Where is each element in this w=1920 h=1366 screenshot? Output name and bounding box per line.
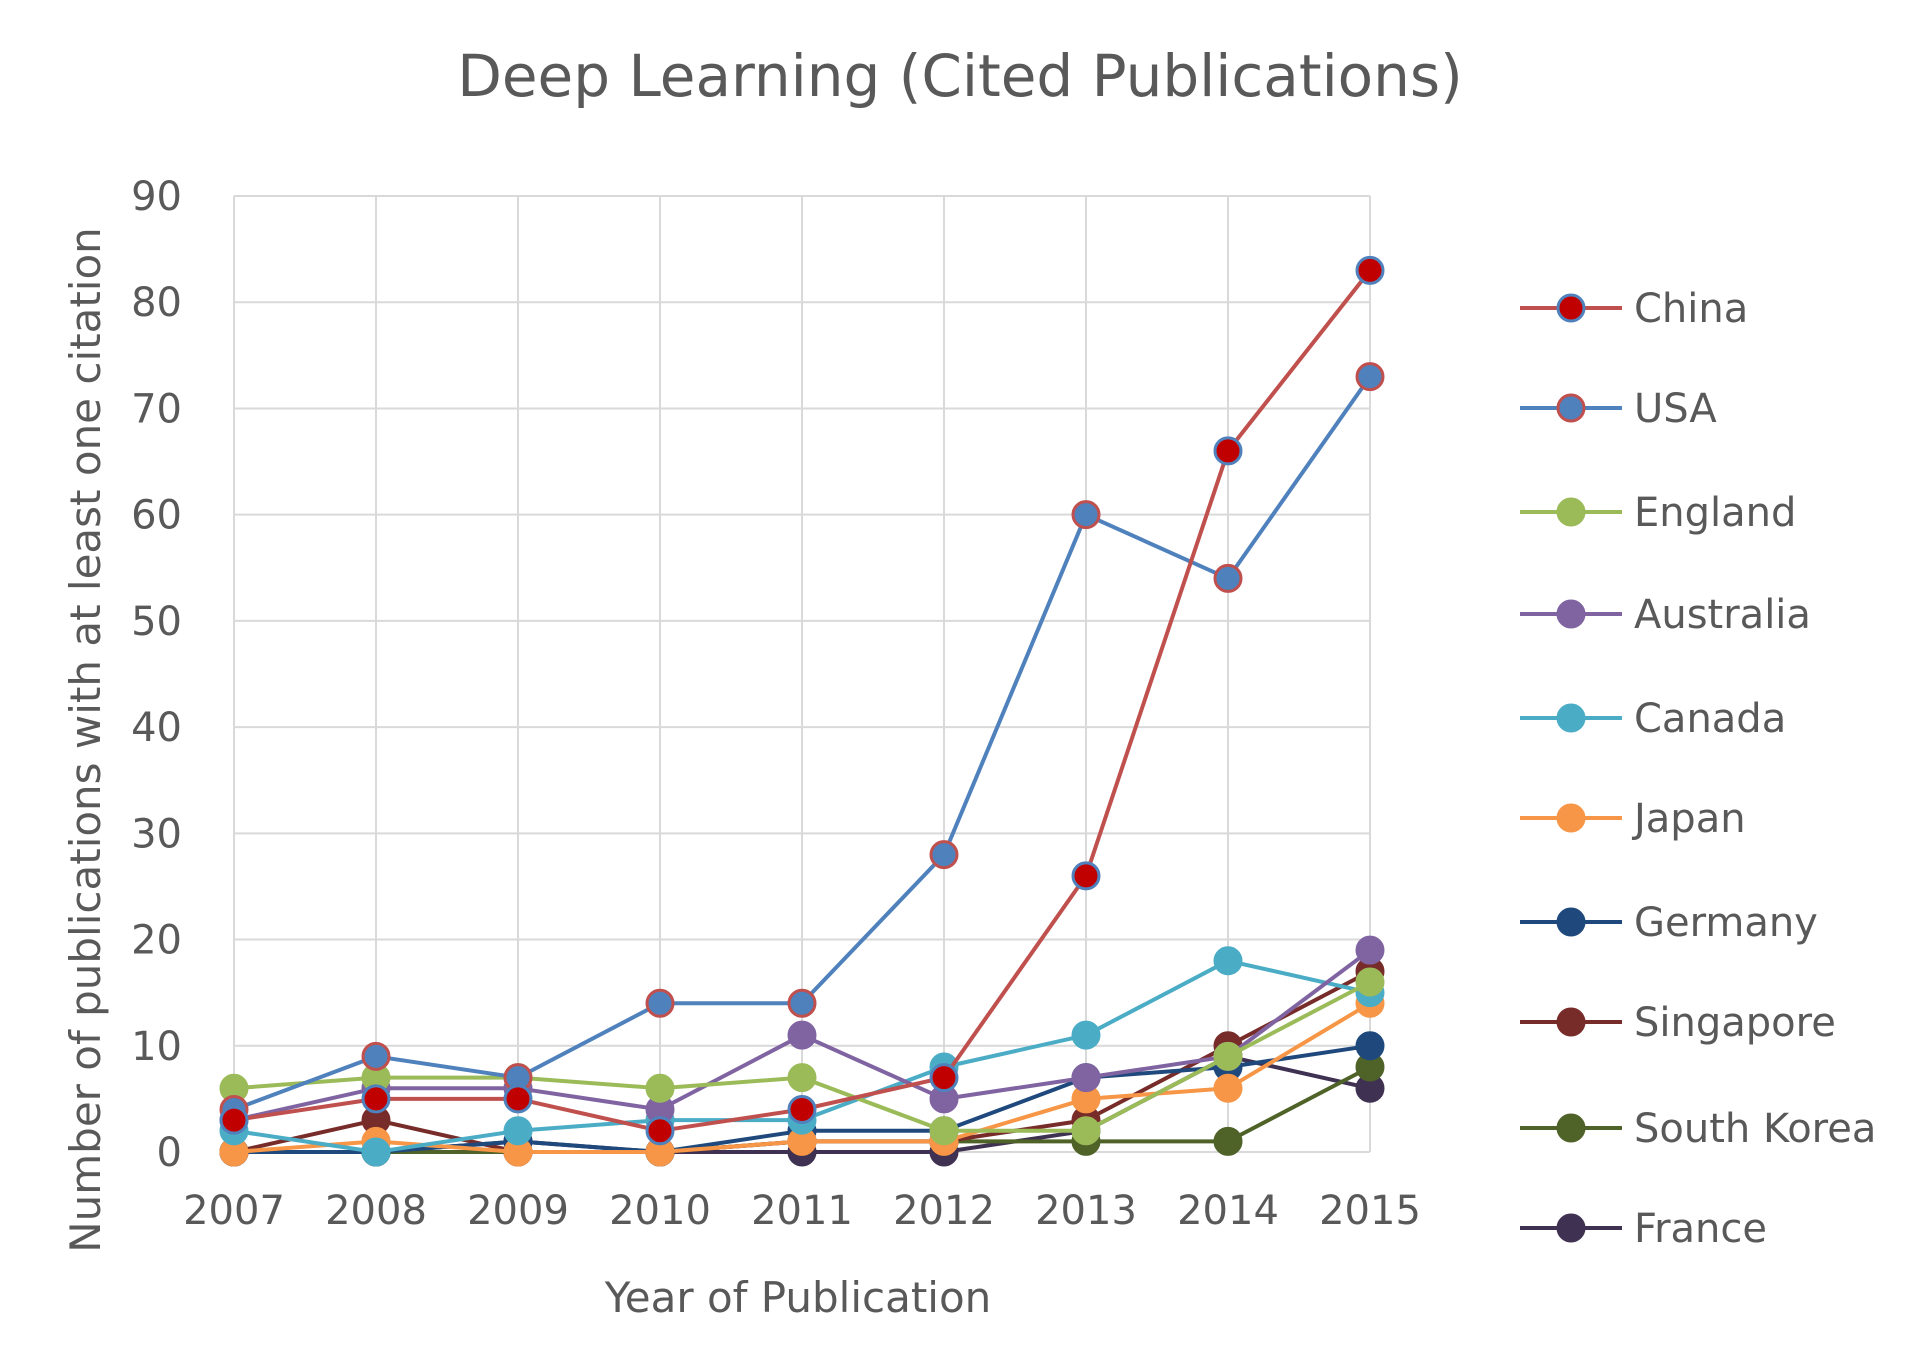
y-tick-label-30: 30 [131,811,182,857]
legend-item-japan: Japan [1520,796,1746,842]
legend-label-china: China [1634,286,1748,332]
x-tick-label-2015: 2015 [1319,1188,1421,1234]
legend-item-germany: Germany [1520,900,1818,946]
legend-label-england: England [1634,490,1796,536]
data-point-china-2015 [1355,255,1385,285]
axes: 0 10 20 30 40 50 60 70 80 90 2007 2008 2009 2010 2011 2… [131,174,1421,1234]
data-point-canada-2013 [1071,1020,1101,1050]
legend-item-australia: Australia [1520,592,1811,638]
x-tick-label-2008: 2008 [325,1188,427,1234]
legend-marker-south-korea [1556,1113,1586,1143]
y-tick-label-0: 0 [157,1130,182,1176]
legend-item-usa: USA [1520,386,1717,432]
y-tick-label-60: 60 [131,493,182,539]
y-tick-label-80: 80 [131,280,182,326]
legend-label-france: France [1634,1206,1767,1252]
data-point-china-2012 [929,1063,959,1093]
legend-label-usa: USA [1634,386,1717,432]
x-tick-label-2010: 2010 [609,1188,711,1234]
data-point-canada-2014 [1213,946,1243,976]
data-point-china-2013 [1071,861,1101,891]
legend-label-canada: Canada [1634,696,1786,742]
legend-label-australia: Australia [1634,592,1811,638]
legend-marker-france [1556,1213,1586,1243]
y-tick-label-40: 40 [131,705,182,751]
y-tick-label-50: 50 [131,599,182,645]
legend-marker-england [1556,497,1586,527]
legend-marker-canada [1556,703,1586,733]
x-tick-label-2012: 2012 [893,1188,995,1234]
data-point-usa-2012 [929,840,959,870]
data-point-usa-2011 [787,988,817,1018]
data-point-england-2013 [1071,1116,1101,1146]
data-point-canada-2008 [361,1137,391,1167]
x-tick-label-2009: 2009 [467,1188,569,1234]
data-point-england-2015 [1355,967,1385,997]
data-point-germany-2015 [1355,1031,1385,1061]
series-usa [219,362,1385,1125]
data-point-china-2008 [361,1084,391,1114]
data-point-usa-2013 [1071,500,1101,530]
data-point-england-2014 [1213,1041,1243,1071]
legend-marker-usa [1556,393,1586,423]
data-point-china-2009 [503,1084,533,1114]
x-tick-label-2014: 2014 [1177,1188,1279,1234]
legend-item-england: England [1520,490,1796,536]
legend-item-france: France [1520,1206,1767,1252]
data-point-usa-2010 [645,988,675,1018]
chart-title: Deep Learning (Cited Publications) [457,42,1463,110]
x-tick-label-2007: 2007 [183,1188,285,1234]
y-tick-label-90: 90 [131,174,182,220]
y-tick-label-10: 10 [131,1024,182,1070]
legend-item-singapore: Singapore [1520,1000,1836,1046]
data-point-south-korea-2014 [1213,1126,1243,1156]
data-point-australia-2015 [1355,935,1385,965]
data-point-england-2010 [645,1073,675,1103]
legend-label-japan: Japan [1631,796,1746,842]
series-lines [219,255,1385,1167]
data-point-usa-2014 [1213,563,1243,593]
data-point-china-2010 [645,1116,675,1146]
x-tick-label-2013: 2013 [1035,1188,1137,1234]
series-china [219,255,1385,1146]
x-tick-label-2011: 2011 [751,1188,853,1234]
y-tick-label-70: 70 [131,386,182,432]
legend-marker-china [1556,293,1586,323]
legend-marker-japan [1556,803,1586,833]
data-point-china-2014 [1213,436,1243,466]
data-point-usa-2008 [361,1041,391,1071]
legend-label-south-korea: South Korea [1634,1106,1876,1152]
y-axis-title: Number of publications with at least one… [61,227,110,1253]
legend-item-south-korea: South Korea [1520,1106,1876,1152]
data-point-canada-2009 [503,1116,533,1146]
data-point-china-2011 [787,1095,817,1125]
data-point-australia-2013 [1071,1063,1101,1093]
legend-marker-singapore [1556,1007,1586,1037]
data-point-usa-2015 [1355,362,1385,392]
data-point-japan-2014 [1213,1073,1243,1103]
data-point-china-2007 [219,1105,249,1135]
legend-marker-australia [1556,599,1586,629]
legend-marker-germany [1556,907,1586,937]
x-axis-title: Year of Publication [604,1273,992,1322]
legend-label-germany: Germany [1634,900,1818,946]
data-point-england-2012 [929,1116,959,1146]
legend: China USA England Australia Canada Japan Germa… [1520,286,1876,1252]
legend-item-china: China [1520,286,1748,332]
data-point-england-2011 [787,1063,817,1093]
data-point-australia-2011 [787,1020,817,1050]
y-tick-label-20: 20 [131,918,182,964]
legend-item-canada: Canada [1520,696,1786,742]
legend-label-singapore: Singapore [1634,1000,1836,1046]
